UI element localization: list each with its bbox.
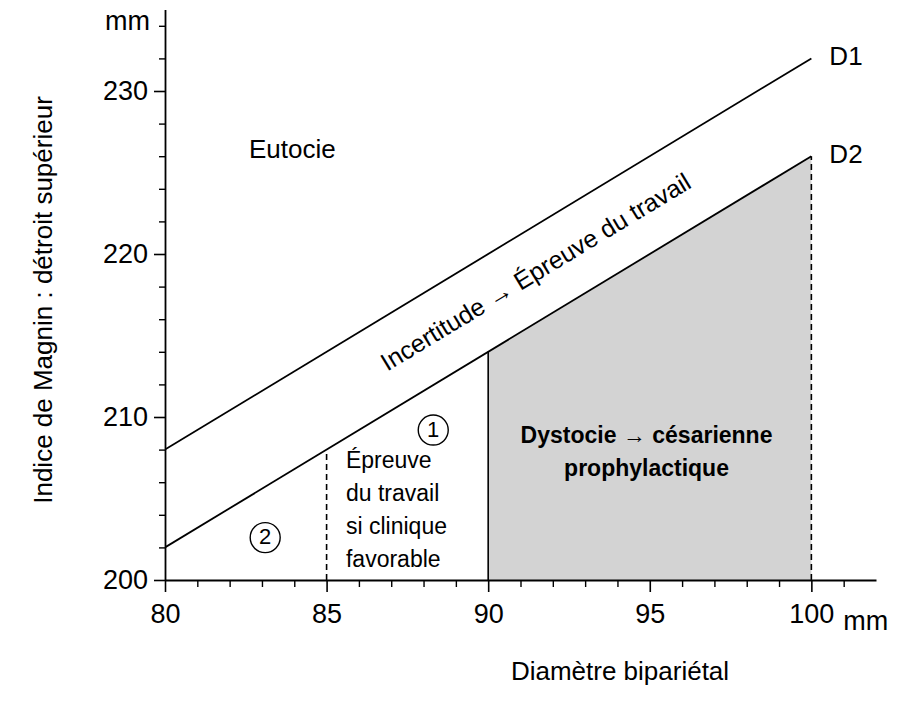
tick — [159, 26, 165, 27]
tick-mark — [159, 482, 165, 483]
tick-mark — [159, 156, 165, 157]
tick-mark — [159, 384, 165, 385]
tick-mark — [159, 547, 165, 548]
series-line — [165, 156, 811, 547]
eutocie-label: Eutocie — [249, 134, 336, 164]
trial-label: du travail — [346, 480, 439, 506]
tick-mark — [326, 580, 328, 592]
zone-number: 1 — [427, 417, 439, 442]
tick-mark — [154, 580, 165, 582]
dystocia-label: Dystocie → césarienne — [521, 422, 773, 448]
tick-label: 200 — [103, 565, 148, 595]
tick — [159, 450, 165, 451]
boundary-line — [811, 156, 813, 580]
tick: 230 — [103, 76, 165, 106]
y-unit: mm — [105, 6, 150, 36]
plot-area — [165, 58, 811, 580]
boundary-line — [326, 450, 328, 580]
tick: 200 — [103, 565, 165, 595]
tick-mark — [159, 221, 165, 222]
tick-mark — [154, 254, 165, 256]
boundary-line — [487, 352, 489, 580]
tick-mark — [159, 123, 165, 124]
tick: 95 — [635, 580, 665, 629]
zone-circle — [418, 415, 448, 445]
tick: 100 — [789, 580, 834, 629]
chart: 80 85 90 95 100 200 210 220 230 mm mm Indice de Mag… — [0, 0, 900, 701]
series-label: D1 — [829, 41, 862, 71]
tick-label: 220 — [103, 239, 148, 269]
trial-label: Épreuve — [346, 447, 432, 473]
axis-line — [166, 580, 877, 582]
tick — [159, 124, 165, 125]
tick: 80 — [150, 580, 180, 629]
tick-mark — [154, 417, 165, 419]
tick-label: 85 — [312, 599, 342, 629]
tick — [159, 189, 165, 190]
x-axis: 80 85 90 95 100 — [150, 580, 876, 629]
tick-mark — [159, 26, 165, 27]
tick-mark — [811, 580, 813, 592]
tick: 210 — [103, 402, 165, 432]
band-label: Incertitude → Épreuve du travail — [375, 167, 695, 376]
tick-mark — [159, 515, 165, 516]
tick — [159, 515, 165, 516]
tick-mark — [159, 189, 165, 190]
tick: 85 — [312, 580, 342, 629]
tick-label: 230 — [103, 76, 148, 106]
y-axis: 200 210 220 230 — [103, 10, 166, 595]
series-line — [165, 58, 811, 449]
tick-mark — [159, 352, 165, 353]
tick-mark — [154, 91, 165, 93]
zone-number: 2 — [259, 524, 271, 549]
trial-label: favorable — [346, 546, 441, 572]
tick — [159, 384, 165, 385]
tick — [159, 287, 165, 288]
tick — [159, 352, 165, 353]
x-unit: mm — [843, 606, 888, 636]
tick — [159, 319, 165, 320]
y-axis-title: Indice de Magnin : détroit supérieur — [28, 96, 58, 504]
y-minor-ticks — [159, 26, 165, 548]
zone-circle — [250, 523, 280, 553]
tick-mark — [488, 580, 490, 592]
tick-mark — [165, 580, 167, 592]
tick-mark — [649, 580, 651, 592]
trial-label: si clinique — [346, 513, 447, 539]
tick-mark — [159, 319, 165, 320]
tick-mark — [159, 449, 165, 450]
tick: 90 — [474, 580, 504, 629]
tick-label: 80 — [150, 599, 180, 629]
tick-label: 95 — [635, 599, 665, 629]
tick-mark — [159, 58, 165, 59]
tick: 220 — [103, 239, 165, 269]
annotations: mm mm Indice de Magnin : détroit supérieur… — [28, 6, 888, 686]
tick-label: 90 — [474, 599, 504, 629]
tick — [159, 58, 165, 59]
dystocia-label: prophylactique — [564, 455, 729, 481]
tick — [159, 482, 165, 483]
tick — [159, 547, 165, 548]
tick-label: 210 — [103, 402, 148, 432]
axis-line — [165, 10, 167, 581]
tick-label: 100 — [789, 599, 834, 629]
tick — [159, 221, 165, 222]
x-axis-title: Diamètre bipariétal — [511, 656, 729, 686]
tick-mark — [159, 286, 165, 287]
series-label: D2 — [829, 139, 862, 169]
tick — [159, 156, 165, 157]
dystocia-region — [488, 156, 811, 580]
